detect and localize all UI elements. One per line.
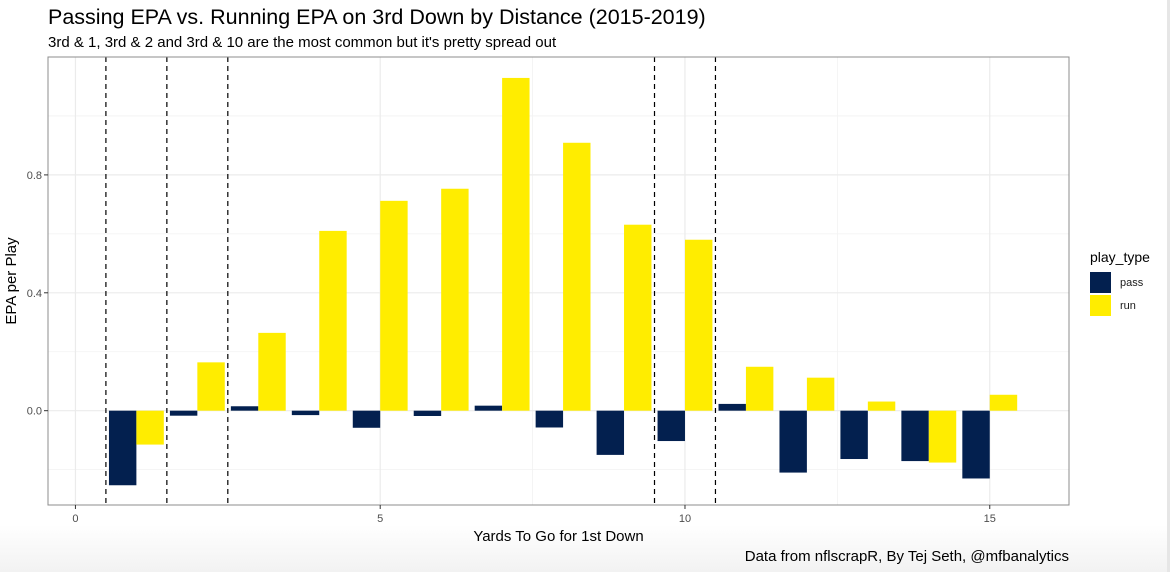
- bar-pass-2: [169, 410, 198, 416]
- bar-layer: [108, 77, 1018, 486]
- bar-run-2: [197, 362, 225, 411]
- bar-pass-3: [230, 406, 259, 411]
- bar-run-6: [441, 188, 469, 411]
- legend-title: play_type: [1090, 249, 1150, 265]
- y-tick-label: 0.0: [27, 406, 42, 418]
- legend-label-run: run: [1120, 299, 1136, 312]
- bar-pass-12: [779, 410, 807, 473]
- bar-run-10: [684, 239, 713, 411]
- bar-run-11: [745, 366, 774, 411]
- x-tick-label: 0: [72, 513, 78, 525]
- vline-layer: [105, 57, 717, 505]
- bar-pass-8: [535, 410, 564, 428]
- x-tick-label: 15: [984, 513, 996, 525]
- bar-run-12: [806, 377, 835, 411]
- legend-key-pass: [1090, 272, 1111, 293]
- bar-run-3: [258, 332, 286, 411]
- chart-caption: Data from nflscrapR, By Tej Seth, @mfban…: [744, 548, 1069, 565]
- bar-pass-4: [291, 410, 320, 416]
- bar-pass-15: [962, 410, 990, 479]
- plot-panel-border: [47, 56, 1070, 506]
- y-axis-label: EPA per Play: [3, 237, 20, 325]
- bar-pass-10: [657, 410, 685, 442]
- bar-pass-7: [474, 405, 503, 411]
- bar-run-4: [319, 230, 347, 411]
- y-tick-label: 0.4: [27, 288, 42, 300]
- bar-pass-5: [352, 410, 381, 428]
- bar-run-5: [380, 200, 408, 411]
- bar-run-1: [136, 410, 164, 445]
- bar-run-7: [502, 77, 530, 411]
- bar-pass-13: [840, 410, 868, 460]
- chart-title: Passing EPA vs. Running EPA on 3rd Down …: [48, 5, 706, 29]
- bar-pass-11: [718, 403, 746, 411]
- bar-run-9: [624, 224, 652, 411]
- bar-run-8: [563, 142, 591, 411]
- window-edge: [1167, 0, 1170, 572]
- bar-run-13: [867, 401, 896, 411]
- x-tick-label: 10: [679, 513, 691, 525]
- legend-label-pass: pass: [1120, 276, 1144, 289]
- bar-run-15: [989, 394, 1018, 411]
- legend-key-run: [1090, 295, 1111, 316]
- bar-pass-9: [596, 410, 625, 455]
- legend-item-pass: pass: [1090, 271, 1150, 294]
- axis-layer: 0.0 0.4 0.8 0 5 10 15: [27, 170, 996, 525]
- x-tick-label: 5: [377, 513, 383, 525]
- y-tick-label: 0.8: [27, 170, 42, 182]
- x-axis-label: Yards To Go for 1st Down: [473, 528, 643, 545]
- legend: play_type pass run: [1090, 249, 1150, 317]
- bar-pass-6: [413, 410, 442, 416]
- bar-run-14: [928, 410, 957, 463]
- legend-item-run: run: [1090, 294, 1150, 317]
- bar-pass-1: [108, 410, 137, 486]
- bar-pass-14: [901, 410, 929, 462]
- chart-subtitle: 3rd & 1, 3rd & 2 and 3rd & 10 are the mo…: [48, 34, 557, 51]
